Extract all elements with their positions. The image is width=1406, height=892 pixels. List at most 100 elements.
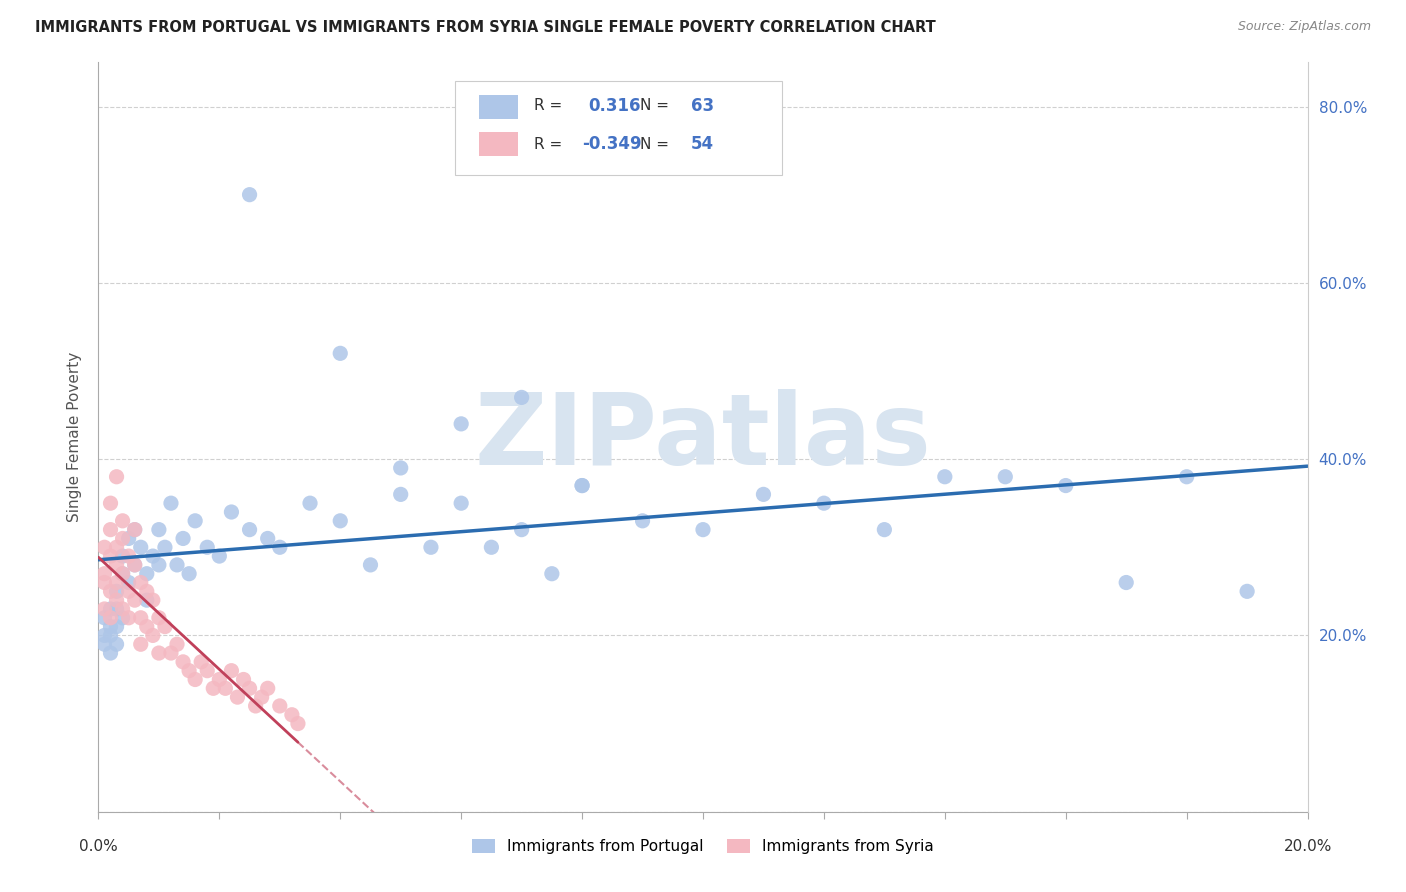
Point	[93, 566, 115, 581]
Point	[256, 681, 278, 696]
Legend: Immigrants from Portugal, Immigrants from Syria: Immigrants from Portugal, Immigrants fro…	[467, 833, 939, 860]
Point	[124, 558, 146, 572]
Text: R =: R =	[534, 136, 567, 152]
Point	[142, 549, 165, 563]
Point	[1175, 469, 1198, 483]
Point	[172, 532, 194, 546]
Point	[184, 673, 207, 687]
Point	[100, 646, 122, 660]
Point	[148, 558, 170, 572]
Bar	[479, 132, 517, 156]
Point	[135, 566, 157, 581]
Point	[389, 487, 412, 501]
Point	[420, 541, 443, 555]
Point	[540, 566, 562, 581]
Point	[934, 469, 956, 483]
Point	[510, 391, 533, 405]
Point	[93, 602, 115, 616]
Point	[195, 664, 218, 678]
Point	[111, 611, 134, 625]
Point	[129, 575, 152, 590]
Point	[226, 690, 249, 705]
Point	[172, 655, 194, 669]
Point	[142, 628, 165, 642]
Point	[100, 611, 122, 625]
Point	[269, 541, 291, 555]
Point	[450, 496, 472, 510]
Point	[1236, 584, 1258, 599]
Point	[111, 514, 134, 528]
Point	[287, 716, 309, 731]
Point	[994, 469, 1017, 483]
Point	[93, 628, 115, 642]
Point	[118, 575, 141, 590]
Text: 54: 54	[690, 135, 714, 153]
Point	[129, 541, 152, 555]
Point	[105, 593, 128, 607]
Point	[360, 558, 382, 572]
Point	[281, 707, 304, 722]
Point	[202, 681, 225, 696]
Y-axis label: Single Female Poverty: Single Female Poverty	[67, 352, 83, 522]
Point	[93, 611, 115, 625]
Point	[105, 541, 128, 555]
Point	[93, 541, 115, 555]
Point	[184, 514, 207, 528]
Point	[105, 558, 128, 572]
Point	[195, 541, 218, 555]
Point	[148, 646, 170, 660]
Point	[129, 611, 152, 625]
Point	[269, 698, 291, 713]
Point	[389, 461, 412, 475]
Point	[1054, 478, 1077, 492]
Point	[329, 514, 352, 528]
Point	[299, 496, 322, 510]
Point	[153, 541, 176, 555]
Point	[111, 566, 134, 581]
Point	[256, 532, 278, 546]
Point	[813, 496, 835, 510]
Point	[135, 619, 157, 633]
Point	[118, 532, 141, 546]
Point	[100, 619, 122, 633]
Point	[208, 673, 231, 687]
Point	[93, 575, 115, 590]
Point	[571, 478, 593, 492]
Point	[239, 187, 262, 202]
Point	[100, 523, 122, 537]
Point	[111, 549, 134, 563]
Point	[631, 514, 654, 528]
Point	[124, 593, 146, 607]
Point	[160, 496, 183, 510]
Point	[166, 558, 188, 572]
Text: ZIPatlas: ZIPatlas	[475, 389, 931, 485]
Point	[148, 523, 170, 537]
Text: R =: R =	[534, 98, 567, 113]
Point	[190, 655, 212, 669]
Point	[250, 690, 273, 705]
Point	[93, 637, 115, 651]
Point	[100, 602, 122, 616]
Point	[135, 584, 157, 599]
Point	[179, 664, 201, 678]
Point	[873, 523, 896, 537]
Point	[118, 584, 141, 599]
Point	[510, 523, 533, 537]
Point	[450, 417, 472, 431]
Point	[100, 584, 122, 599]
Point	[105, 619, 128, 633]
Point	[221, 664, 243, 678]
Text: N =: N =	[640, 136, 673, 152]
Point	[160, 646, 183, 660]
Point	[111, 532, 134, 546]
Point	[105, 637, 128, 651]
Point	[100, 496, 122, 510]
Text: 63: 63	[690, 97, 714, 115]
Point	[111, 602, 134, 616]
Point	[105, 584, 128, 599]
Point	[124, 523, 146, 537]
Point	[239, 523, 262, 537]
Point	[118, 611, 141, 625]
Point	[571, 478, 593, 492]
Point	[105, 575, 128, 590]
